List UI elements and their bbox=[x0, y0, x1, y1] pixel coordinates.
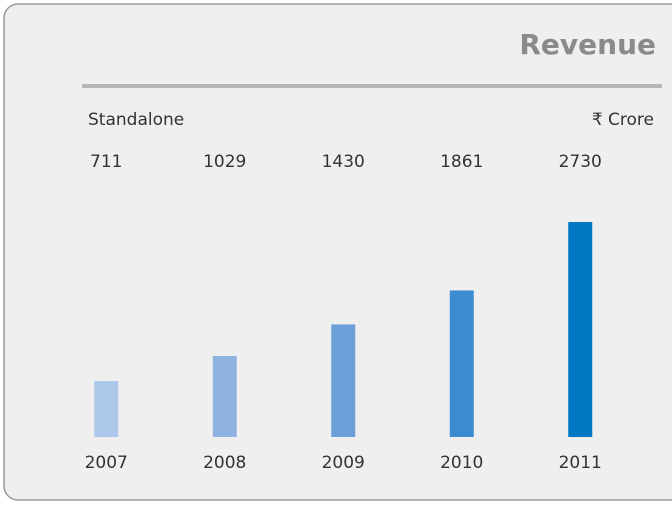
value-label: 1430 bbox=[322, 152, 365, 172]
value-label: 2730 bbox=[559, 152, 602, 172]
x-tick-label: 2009 bbox=[322, 453, 365, 473]
chart-title: Revenue bbox=[519, 28, 656, 61]
bar bbox=[568, 222, 593, 437]
subtitle: Standalone bbox=[88, 110, 184, 130]
bar bbox=[449, 290, 474, 437]
x-tick-label: 2007 bbox=[85, 453, 128, 473]
unit-label: ₹ Crore bbox=[592, 110, 654, 130]
x-tick-label: 2010 bbox=[440, 453, 483, 473]
value-label: 1861 bbox=[440, 152, 483, 172]
x-tick-label: 2011 bbox=[559, 453, 602, 473]
bar bbox=[331, 324, 356, 437]
value-label: 1029 bbox=[203, 152, 246, 172]
value-label: 711 bbox=[90, 152, 122, 172]
x-tick-label: 2008 bbox=[203, 453, 246, 473]
bar bbox=[212, 355, 237, 437]
card bbox=[3, 3, 672, 501]
bar bbox=[94, 381, 119, 437]
